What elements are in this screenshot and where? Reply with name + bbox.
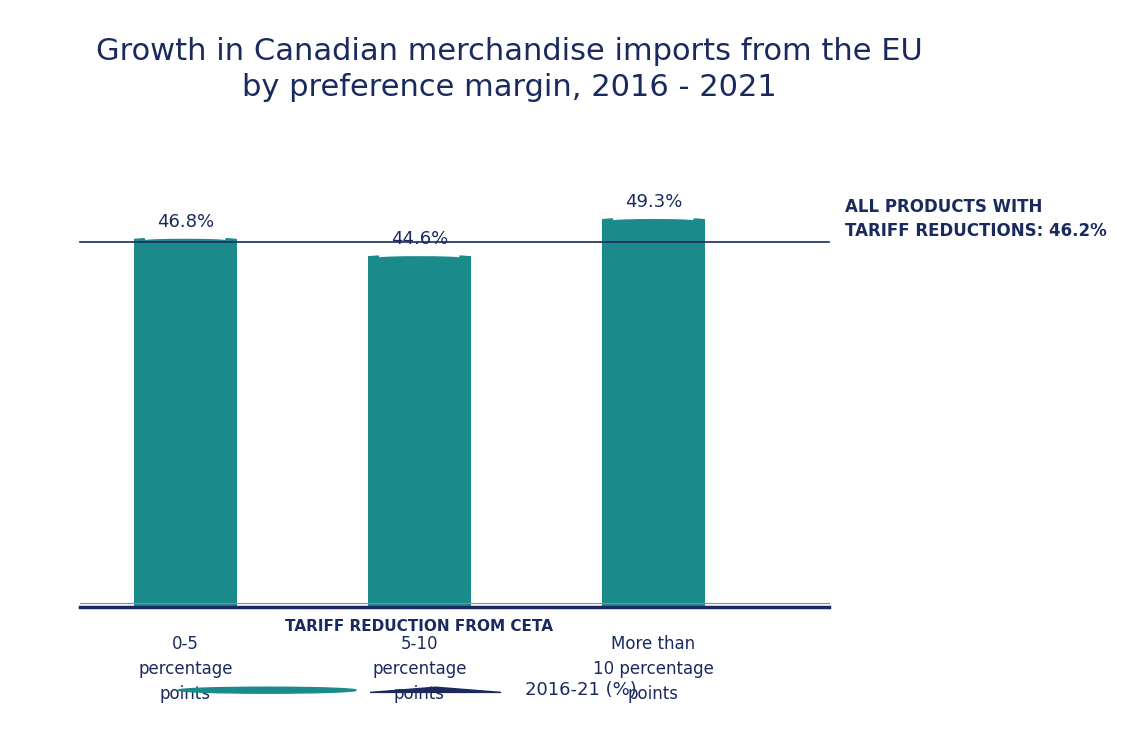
Text: More than
10 percentage
points: More than 10 percentage points xyxy=(593,635,714,703)
Bar xyxy=(368,256,470,607)
Text: 44.6%: 44.6% xyxy=(390,231,448,248)
Wedge shape xyxy=(133,237,236,239)
Wedge shape xyxy=(368,255,470,256)
Wedge shape xyxy=(602,217,705,219)
Text: 0-5
percentage
points: 0-5 percentage points xyxy=(138,635,233,703)
Text: 49.3%: 49.3% xyxy=(624,194,682,211)
Text: 46.8%: 46.8% xyxy=(157,213,214,231)
Text: 5-10
percentage
points: 5-10 percentage points xyxy=(372,635,466,703)
Text: Growth in Canadian merchandise imports from the EU
by preference margin, 2016 - : Growth in Canadian merchandise imports f… xyxy=(96,37,922,102)
Text: TARIFF REDUCTION FROM CETA: TARIFF REDUCTION FROM CETA xyxy=(285,619,553,634)
Bar xyxy=(602,219,705,607)
Text: ALL PRODUCTS WITH
TARIFF REDUCTIONS: 46.2%: ALL PRODUCTS WITH TARIFF REDUCTIONS: 46.… xyxy=(845,198,1107,239)
Bar xyxy=(133,239,236,607)
Text: 2016-21 (%): 2016-21 (%) xyxy=(525,681,637,699)
Polygon shape xyxy=(370,687,501,692)
Circle shape xyxy=(179,687,356,693)
